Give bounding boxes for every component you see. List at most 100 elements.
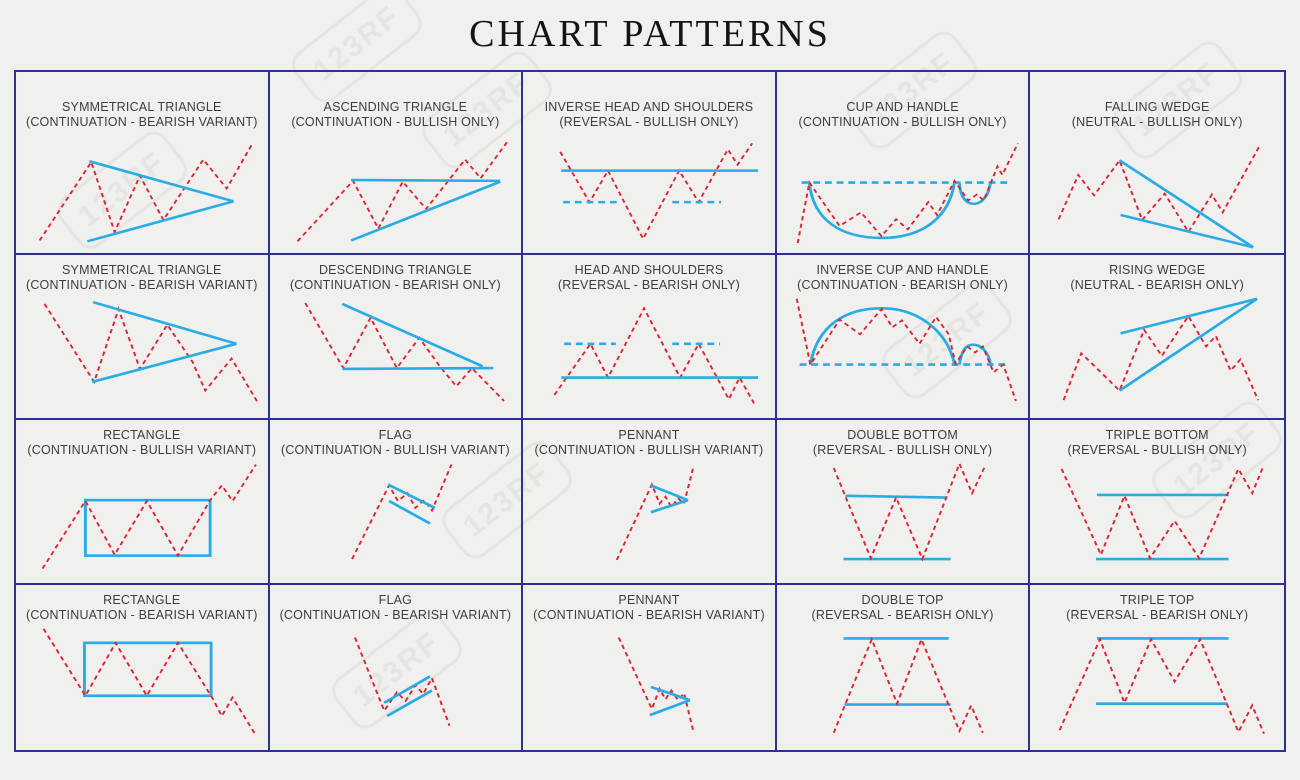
pattern-cell: DOUBLE TOP (REVERSAL - BEARISH ONLY) <box>777 585 1031 750</box>
pattern-cell: ASCENDING TRIANGLE (CONTINUATION - BULLIS… <box>269 72 524 255</box>
pattern-line <box>1120 297 1258 335</box>
pattern-line <box>1120 213 1254 249</box>
pattern-cell: CUP AND HANDLE (CONTINUATION - BULLISH ON… <box>776 72 1031 255</box>
pattern-line <box>1118 297 1259 392</box>
price-line <box>1060 466 1265 561</box>
pattern-subtitle: (REVERSAL - BULLISH ONLY) <box>812 443 993 457</box>
pattern-subtitle: (NEUTRAL - BULLISH ONLY) <box>1071 115 1243 129</box>
pattern-figure <box>41 464 257 570</box>
pattern-line <box>92 300 237 346</box>
pattern-line <box>650 484 689 502</box>
pattern-cell: FLAG (CONTINUATION - BEARISH VARIANT) <box>270 585 524 750</box>
pattern-cell: RISING WEDGE (NEUTRAL - BEARISH ONLY) <box>1030 255 1284 420</box>
pattern-line <box>88 160 234 203</box>
pattern-figure <box>38 142 254 243</box>
price-line <box>553 306 756 404</box>
pattern-name: INVERSE HEAD AND SHOULDERS <box>544 100 754 114</box>
pattern-line <box>957 343 992 365</box>
pattern-figure <box>304 302 506 402</box>
pattern-line <box>91 342 237 384</box>
price-line <box>615 465 695 561</box>
pattern-figure <box>832 636 984 734</box>
pattern-name: DESCENDING TRIANGLE <box>318 263 472 277</box>
price-line <box>351 464 453 560</box>
price-line <box>559 142 754 241</box>
pattern-subtitle: (CONTINUATION - BEARISH VARIANT) <box>279 608 512 622</box>
pattern-name: SYMMETRICAL TRIANGLE <box>62 100 222 114</box>
pattern-name: RECTANGLE <box>103 593 181 607</box>
price-line <box>832 462 987 562</box>
pattern-subtitle: (REVERSAL - BULLISH ONLY) <box>559 115 739 129</box>
pattern-cell: TRIPLE TOP (REVERSAL - BEARISH ONLY) <box>1030 585 1284 750</box>
price-line <box>38 142 254 241</box>
pattern-cell: FLAG (CONTINUATION - BULLISH VARIANT) <box>269 420 524 585</box>
patterns-grid: SYMMETRICAL TRIANGLE (CONTINUATION - BEAR… <box>14 70 1286 752</box>
pattern-subtitle: (CONTINUATION - BULLISH VARIANT) <box>534 443 764 457</box>
pattern-cell: HEAD AND SHOULDERS (REVERSAL - BEARISH ON… <box>523 255 777 420</box>
pattern-figure <box>1062 297 1260 401</box>
pattern-line <box>386 689 434 718</box>
pattern-name: FALLING WEDGE <box>1104 100 1210 114</box>
pattern-figure <box>297 140 510 242</box>
pattern-subtitle: (REVERSAL - BEARISH ONLY) <box>557 278 741 292</box>
pattern-subtitle: (CONTINUATION - BEARISH ONLY) <box>797 278 1009 292</box>
price-line <box>832 636 984 734</box>
pattern-name: TRIPLE TOP <box>1119 593 1195 607</box>
pattern-subtitle: (CONTINUATION - BEARISH VARIANT) <box>25 115 258 129</box>
pattern-cell: INVERSE HEAD AND SHOULDERS (REVERSAL - BU… <box>523 72 777 255</box>
pattern-line <box>845 494 947 499</box>
pattern-subtitle: (CONTINUATION - BULLISH ONLY) <box>291 115 500 129</box>
pattern-name: PENNANT <box>618 593 680 607</box>
pattern-subtitle: (REVERSAL - BEARISH ONLY) <box>811 608 994 622</box>
pattern-line <box>387 483 437 510</box>
pattern-subtitle: (CONTINUATION - BEARISH VARIANT) <box>25 608 258 622</box>
price-line <box>1059 636 1266 735</box>
pattern-figure <box>42 628 257 736</box>
pattern-name: DOUBLE TOP <box>861 593 944 607</box>
pattern-subtitle: (REVERSAL - BULLISH ONLY) <box>1067 443 1247 457</box>
pattern-figure <box>553 306 759 404</box>
pattern-figure <box>1060 466 1265 561</box>
pattern-name: SYMMETRICAL TRIANGLE <box>62 263 222 277</box>
price-line <box>617 637 695 733</box>
pattern-cell: DOUBLE BOTTOM (REVERSAL - BULLISH ONLY) <box>776 420 1031 585</box>
price-line <box>1058 146 1261 234</box>
pattern-figure <box>617 637 695 733</box>
pattern-figure <box>1058 146 1261 249</box>
pattern-name: RISING WEDGE <box>1109 263 1206 277</box>
pattern-line <box>650 498 689 514</box>
pattern-subtitle: (CONTINUATION - BULLISH ONLY) <box>798 115 1007 129</box>
pattern-cell: RECTANGLE (CONTINUATION - BEARISH VARIANT… <box>16 585 270 750</box>
pattern-subtitle: (CONTINUATION - BEARISH ONLY) <box>289 278 501 292</box>
pattern-figure <box>832 462 987 562</box>
pattern-line <box>351 178 501 183</box>
pattern-line <box>957 181 992 206</box>
pattern-figure <box>1059 636 1266 735</box>
page-title: CHART PATTERNS <box>469 13 831 55</box>
pattern-cell: SYMMETRICAL TRIANGLE (CONTINUATION - BEAR… <box>16 72 270 255</box>
pattern-figure <box>795 298 1017 402</box>
pattern-line <box>83 498 212 557</box>
price-line <box>1062 314 1260 401</box>
pattern-subtitle: (NEUTRAL - BEARISH ONLY) <box>1070 278 1244 292</box>
pattern-cell: DESCENDING TRIANGLE (CONTINUATION - BEARI… <box>269 255 524 420</box>
price-line <box>795 298 1017 402</box>
pattern-figure <box>559 142 759 241</box>
pattern-line <box>383 675 432 704</box>
price-line <box>354 637 451 727</box>
pattern-subtitle: (CONTINUATION - BEARISH VARIANT) <box>533 608 765 622</box>
price-line <box>41 464 257 570</box>
pattern-cell: PENNANT (CONTINUATION - BULLISH VARIANT) <box>523 420 777 585</box>
pattern-cell: FALLING WEDGE (NEUTRAL - BULLISH ONLY) <box>1030 72 1284 255</box>
price-line <box>304 302 506 402</box>
pattern-name: DOUBLE BOTTOM <box>847 428 958 442</box>
pattern-line <box>1118 159 1255 249</box>
pattern-figure <box>351 464 453 560</box>
pattern-figure <box>43 300 259 404</box>
price-line <box>796 143 1019 244</box>
pattern-subtitle: (CONTINUATION - BULLISH VARIANT) <box>27 443 257 457</box>
pattern-figure <box>354 637 451 727</box>
pattern-line <box>388 499 432 525</box>
price-line <box>42 628 257 736</box>
pattern-name: TRIPLE BOTTOM <box>1105 428 1209 442</box>
